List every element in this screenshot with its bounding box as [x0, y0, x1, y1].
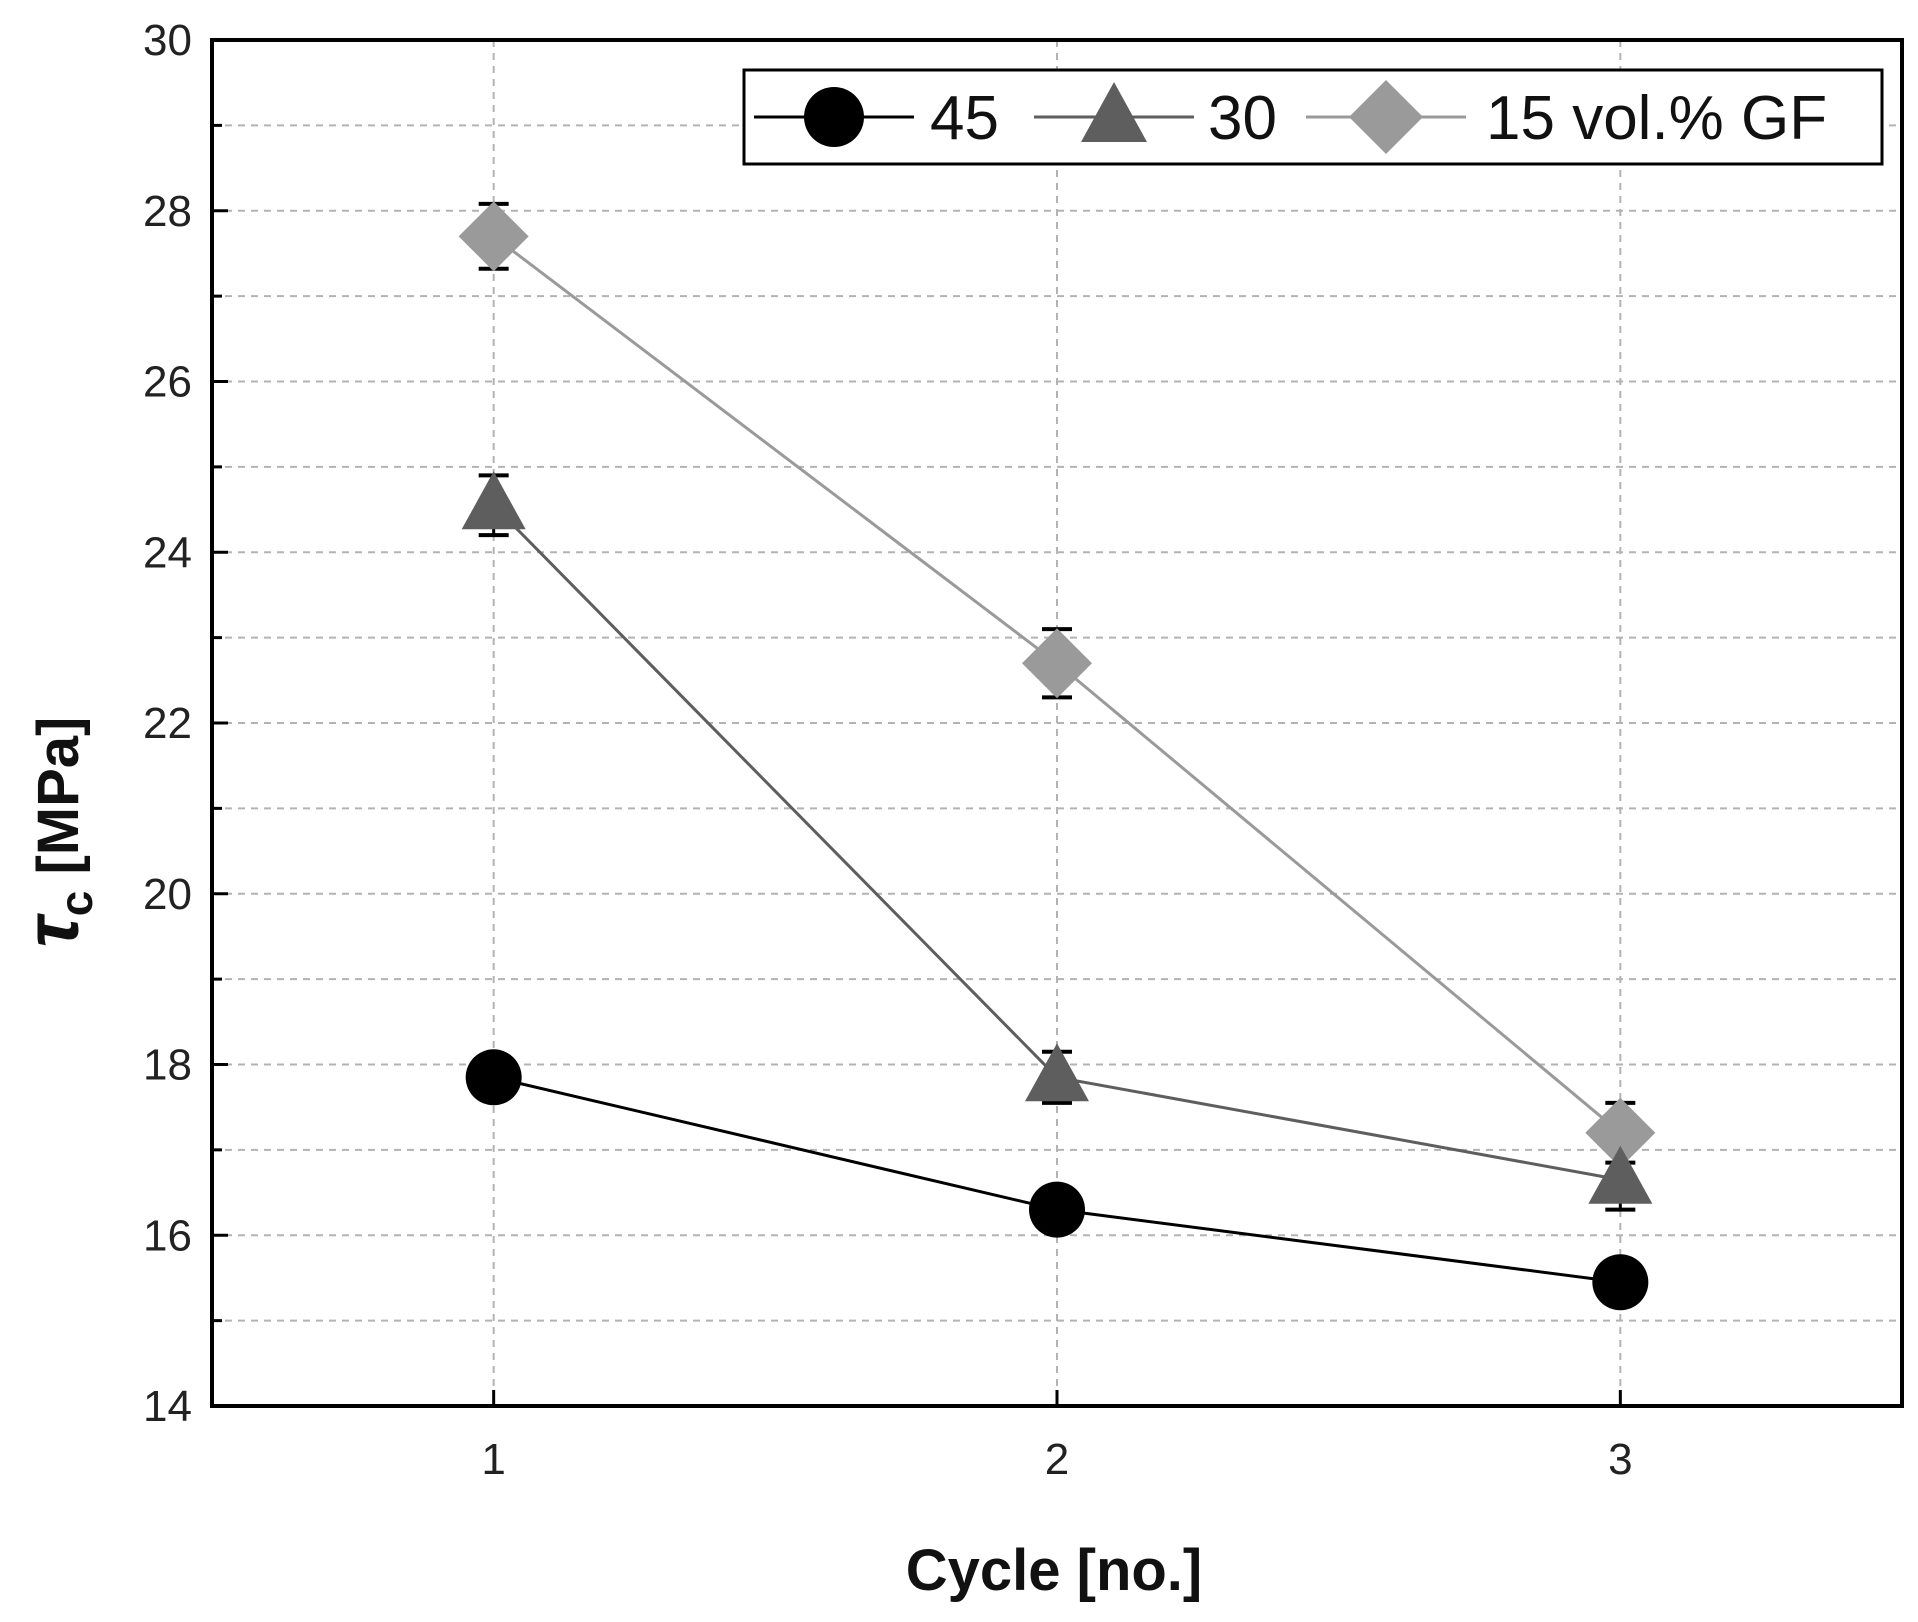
x-axis-title: Cycle [no.] — [906, 1538, 1203, 1603]
x-tick-label: 2 — [1045, 1435, 1069, 1484]
legend-marker-45 — [804, 87, 864, 147]
data-point-30 — [1588, 1145, 1653, 1204]
data-point-15-vol-gf — [458, 201, 529, 272]
legend-label-15-vol-gf: 15 vol.% GF — [1486, 84, 1827, 153]
legend-label-45: 45 — [930, 84, 999, 153]
data-point-45 — [465, 1049, 522, 1106]
y-tick-label: 26 — [143, 358, 192, 407]
legend-entry-15-vol-gf: 15 vol.% GF — [1306, 80, 1827, 154]
legend: 45 30 15 vol.% GF — [742, 68, 1884, 166]
plot-frame — [210, 38, 1904, 1408]
data-point-30 — [1025, 1043, 1089, 1102]
x-tick-labels: 1 2 3 — [481, 1435, 1632, 1484]
data-point-45 — [1592, 1254, 1649, 1311]
legend-entry-30: 30 — [1034, 82, 1277, 153]
legend-marker-30 — [1081, 82, 1147, 142]
data-point-30 — [461, 471, 526, 530]
y-tick-label: 28 — [143, 187, 192, 236]
y-tick-labels: 14 16 18 20 22 24 26 28 30 — [143, 16, 192, 1431]
legend-label-30: 30 — [1208, 84, 1277, 153]
y-axis-title: τc [MPa] — [10, 717, 102, 948]
y-tick-label: 30 — [143, 16, 192, 65]
y-axis-title-unit: [MPa] — [26, 717, 91, 891]
y-tick-label: 20 — [143, 870, 192, 919]
y-tick-label: 16 — [143, 1211, 192, 1260]
y-tick-label: 24 — [143, 528, 192, 577]
data-point-15-vol-gf — [1585, 1097, 1656, 1168]
data-markers — [458, 201, 1656, 1311]
data-point-15-vol-gf — [1022, 628, 1092, 699]
x-tick-label: 3 — [1608, 1435, 1632, 1484]
y-axis-title-symbol: τ — [10, 912, 95, 947]
legend-marker-15-vol-gf — [1349, 80, 1423, 154]
y-tick-label: 18 — [143, 1041, 192, 1090]
y-tick-label: 22 — [143, 699, 192, 748]
y-tick-label: 14 — [143, 1382, 192, 1431]
legend-entry-45: 45 — [754, 84, 999, 153]
x-tick-label: 1 — [481, 1435, 505, 1484]
data-point-45 — [1029, 1181, 1085, 1238]
y-axis-title-subscript: c — [50, 891, 102, 917]
